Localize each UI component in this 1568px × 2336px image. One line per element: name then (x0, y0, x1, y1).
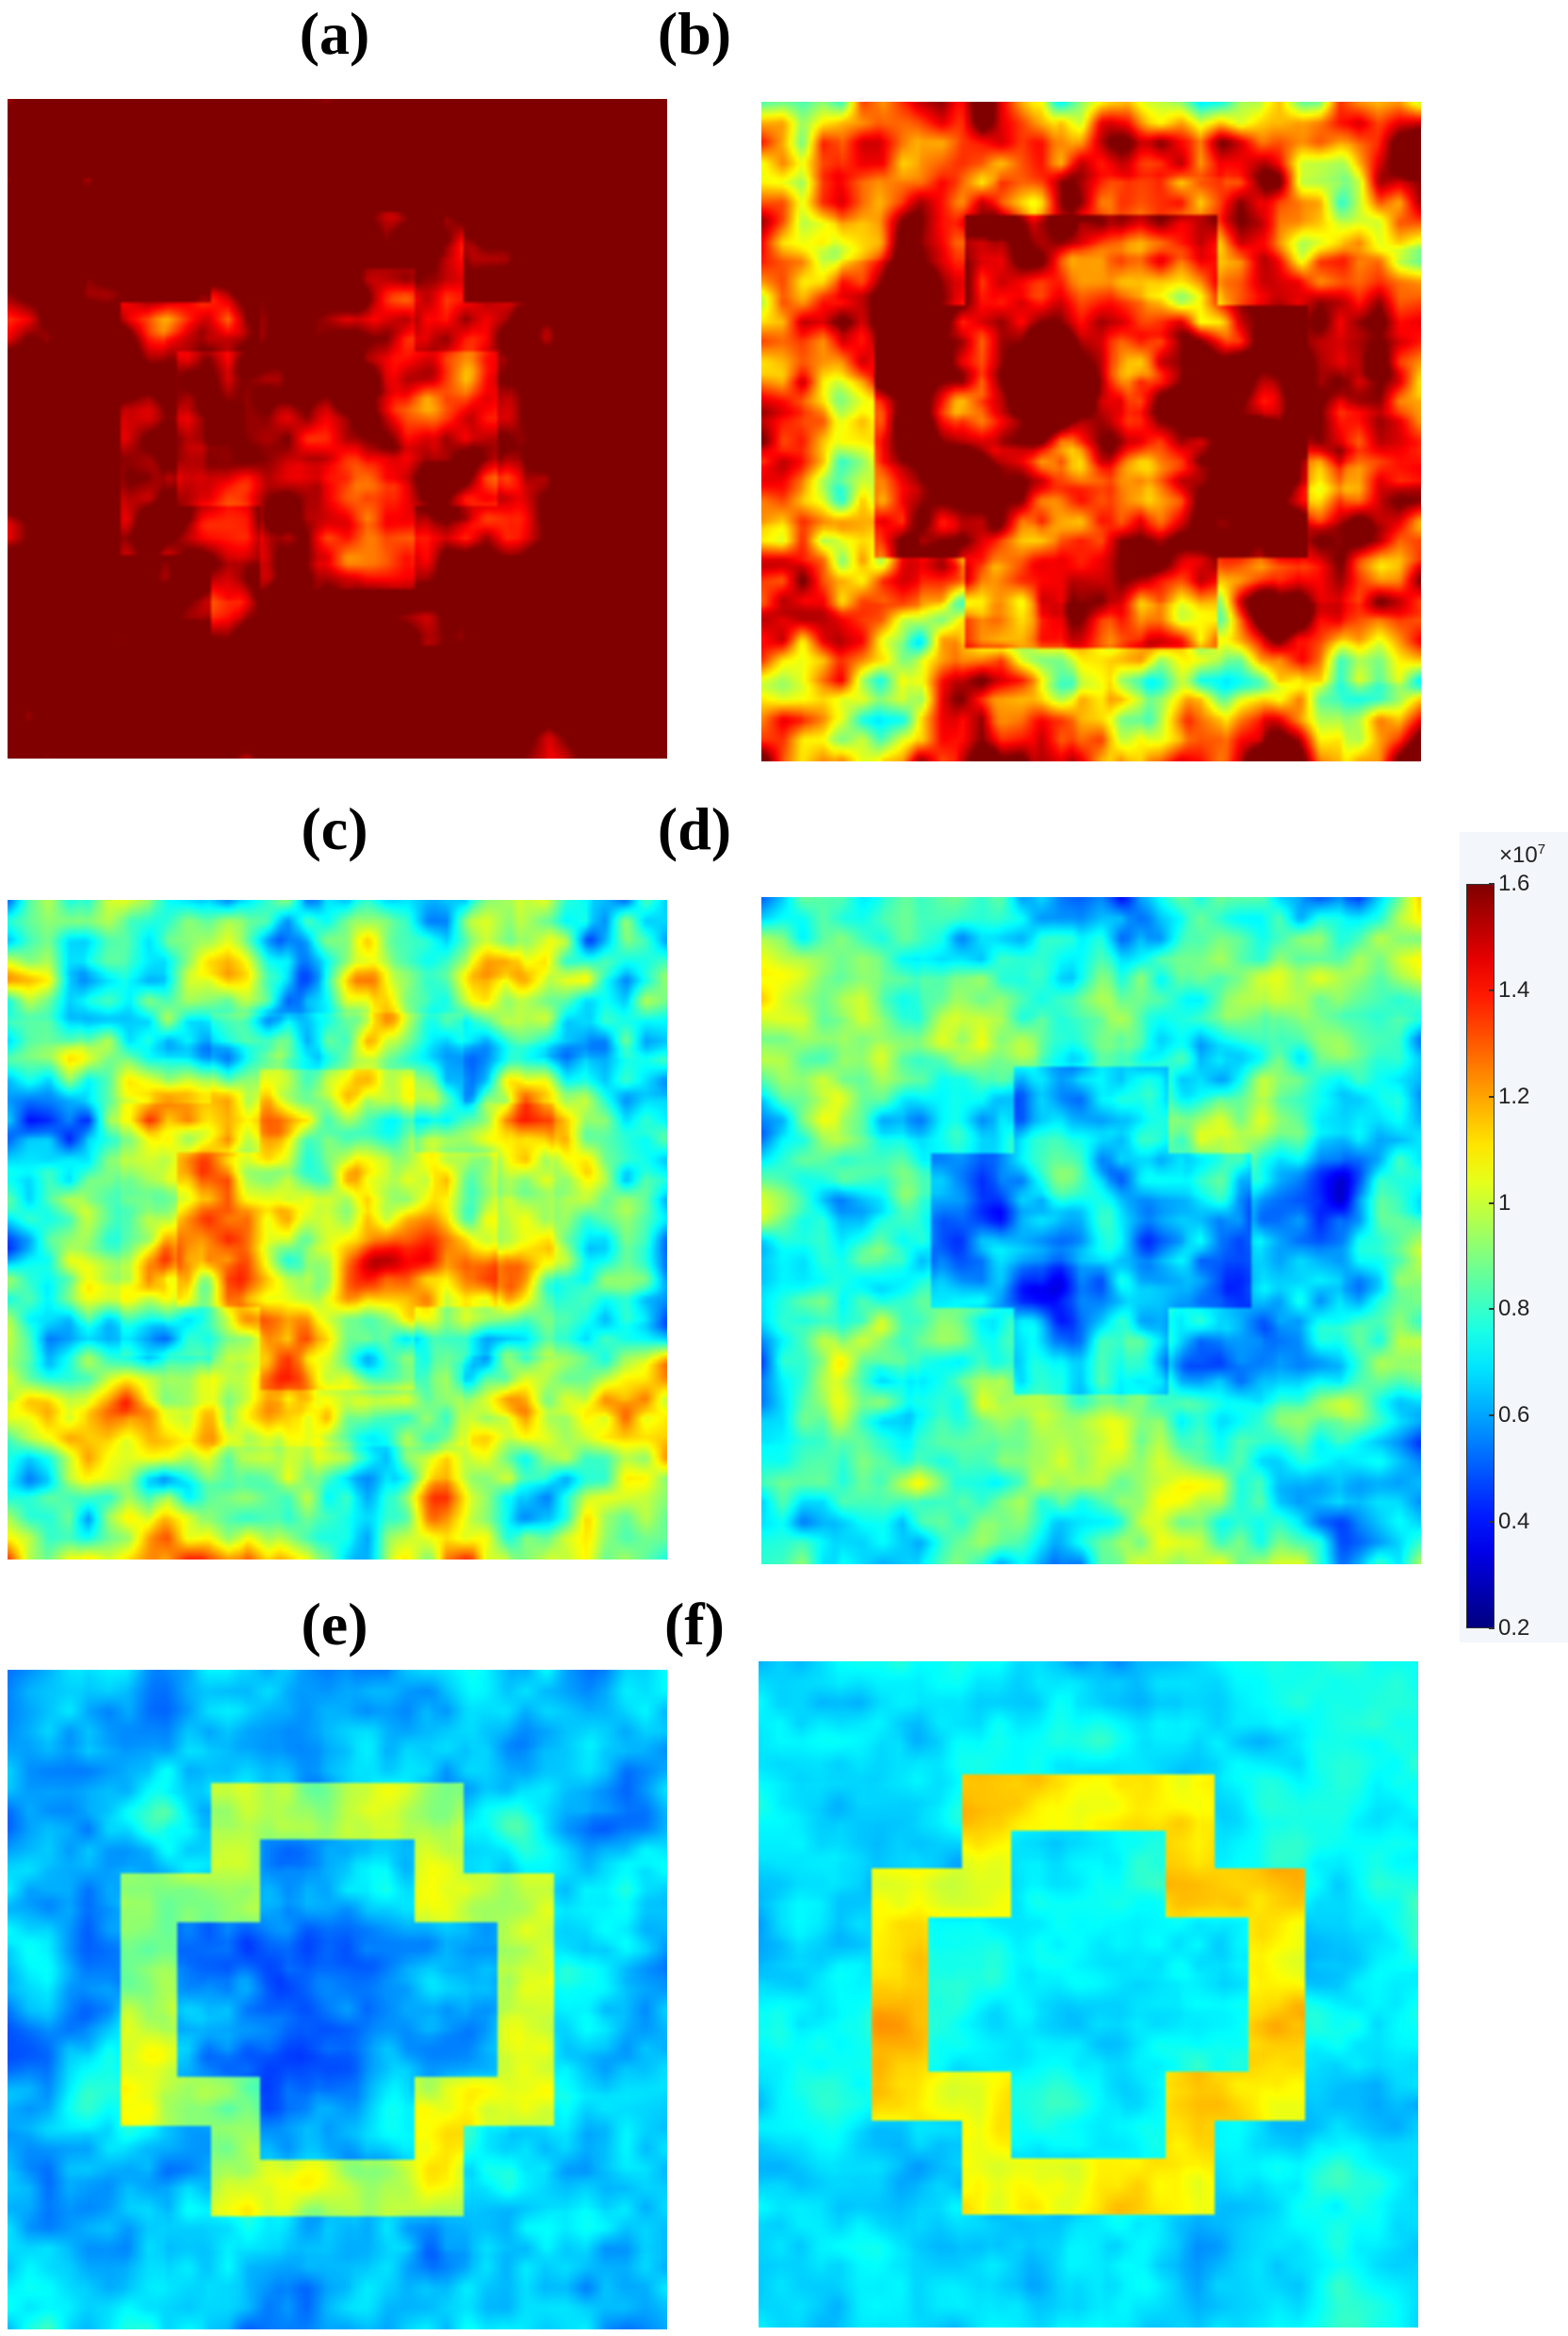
colorbar-tick-mark (1489, 883, 1494, 885)
heatmap-panel-c (8, 900, 667, 1560)
panel-label-c: (c) (301, 795, 368, 862)
colorbar-tick-mark (1489, 1414, 1494, 1417)
colorbar-tick-mark (1489, 988, 1494, 991)
panel-label-a: (a) (299, 0, 370, 67)
heatmap-panel-f (759, 1661, 1418, 2328)
colorbar-tick-label: 1.6 (1498, 871, 1530, 896)
heatmap-canvas-e (8, 1670, 667, 2329)
colorbar-tick-mark (1489, 1201, 1494, 1204)
colorbar-tick-label: 1.2 (1498, 1083, 1530, 1109)
panel-label-d: (d) (657, 795, 732, 862)
colorbar-gradient (1466, 884, 1494, 1628)
heatmap-canvas-c (8, 900, 667, 1560)
colorbar-tick-label: 0.4 (1498, 1509, 1530, 1535)
panel-label-e: (e) (301, 1591, 368, 1658)
colorbar-tick-label: 0.2 (1498, 1615, 1530, 1641)
colorbar-tick-mark (1489, 1521, 1494, 1524)
heatmap-canvas-a (8, 99, 667, 759)
heatmap-panel-a (8, 99, 667, 759)
heatmap-canvas-d (761, 897, 1421, 1564)
colorbar-exponent-power: 7 (1537, 841, 1546, 858)
colorbar-exponent: ×107 (1499, 841, 1545, 869)
heatmap-canvas-f (759, 1661, 1418, 2328)
panel-label-f: (f) (664, 1591, 725, 1658)
panel-label-b: (b) (657, 0, 732, 67)
heatmap-canvas-b (761, 102, 1421, 761)
colorbar-tick-mark (1489, 1308, 1494, 1311)
colorbar-tick-label: 1.4 (1498, 976, 1530, 1003)
colorbar-tick-label: 0.8 (1498, 1296, 1530, 1322)
heatmap-panel-e (8, 1670, 667, 2329)
colorbar-exponent-base: ×10 (1499, 842, 1538, 868)
colorbar-tick-label: 1 (1498, 1189, 1511, 1216)
colorbar-tick-label: 0.6 (1498, 1402, 1530, 1429)
heatmap-panel-b (761, 102, 1421, 761)
heatmap-panel-d (761, 897, 1421, 1564)
colorbar-tick-mark (1489, 1095, 1494, 1098)
colorbar-tick-mark (1489, 1627, 1494, 1629)
